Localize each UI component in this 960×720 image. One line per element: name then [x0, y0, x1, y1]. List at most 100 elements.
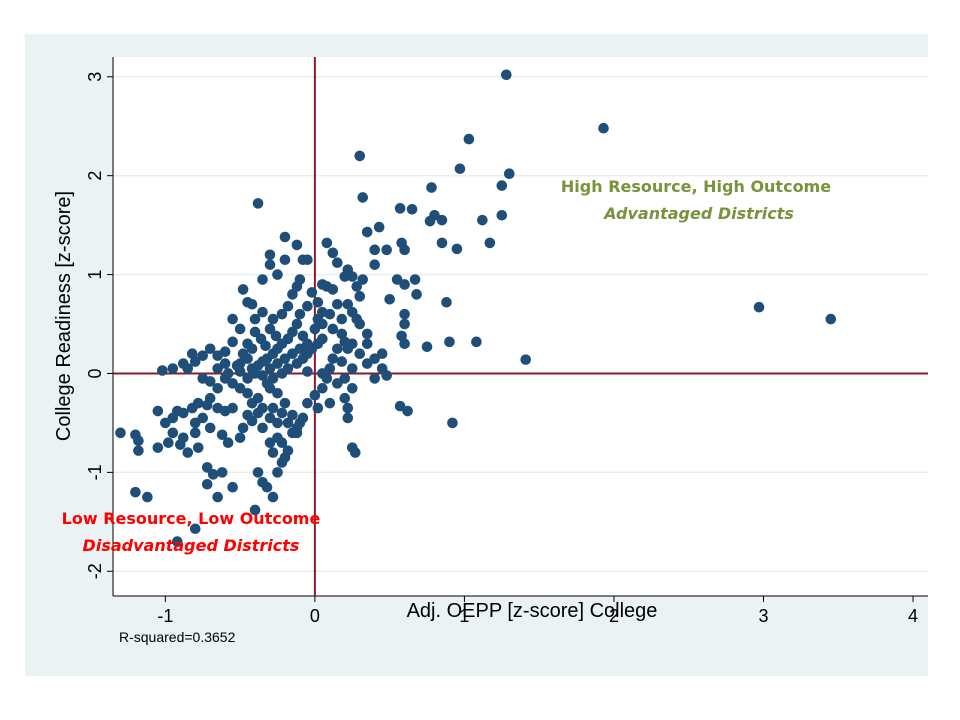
data-point — [291, 239, 303, 251]
data-point — [246, 343, 258, 355]
data-point — [204, 343, 216, 355]
data-point — [336, 313, 348, 325]
data-point — [332, 298, 343, 310]
data-point — [406, 204, 418, 215]
x-tick-label: 1 — [459, 606, 469, 626]
data-point — [399, 338, 410, 350]
data-point — [152, 442, 164, 453]
data-point — [267, 313, 279, 325]
data-point — [216, 429, 228, 441]
data-point — [272, 467, 283, 478]
data-point — [357, 274, 369, 285]
data-point — [287, 348, 298, 359]
data-point — [342, 298, 354, 310]
data-point — [212, 350, 223, 361]
data-point — [496, 209, 508, 221]
x-axis-title: Adj. OEPP [z-score] College — [407, 600, 658, 622]
data-point — [186, 402, 198, 414]
data-point — [484, 237, 496, 249]
data-point — [373, 221, 385, 233]
data-point — [264, 323, 276, 335]
data-point — [369, 353, 380, 364]
data-point — [282, 363, 294, 374]
data-point — [327, 353, 339, 364]
data-point — [276, 308, 288, 320]
data-point — [272, 269, 283, 280]
data-point — [231, 360, 243, 371]
data-point — [402, 405, 413, 417]
data-point — [317, 383, 328, 394]
data-point — [309, 389, 321, 401]
data-point — [411, 289, 422, 300]
data-point — [381, 244, 392, 256]
data-point — [426, 182, 437, 193]
data-point — [260, 340, 271, 352]
data-point — [267, 447, 279, 458]
data-point — [264, 437, 276, 449]
data-point — [294, 343, 306, 355]
data-point — [142, 491, 153, 503]
annotation-low-line1: Low Resource, Low Outcome — [62, 509, 321, 528]
data-point — [339, 392, 351, 404]
data-point — [354, 348, 366, 359]
data-point — [264, 363, 276, 374]
data-point — [306, 287, 318, 298]
data-point — [297, 330, 309, 342]
annotation-high-line1: High Resource, High Outcome — [561, 177, 831, 196]
data-point — [261, 481, 273, 493]
data-point — [212, 383, 223, 394]
data-point — [152, 405, 164, 417]
data-point — [394, 400, 406, 412]
graph-panel: -2 -1 0 1 2 3 -1 0 1 2 3 4 Adj. OEPP [z-score] Coll… — [25, 34, 928, 676]
data-point — [302, 300, 313, 312]
data-point — [249, 326, 261, 338]
r-squared-note: R-squared=0.3652 — [119, 629, 236, 645]
data-point — [312, 296, 324, 308]
data-point — [189, 417, 201, 429]
data-point — [463, 133, 475, 145]
data-point — [189, 523, 201, 535]
data-point — [436, 237, 448, 249]
data-point — [267, 402, 279, 414]
data-point — [349, 447, 361, 458]
data-point — [204, 422, 216, 434]
data-point — [339, 373, 351, 384]
data-point — [133, 445, 144, 456]
data-point — [167, 363, 179, 374]
data-point — [825, 313, 837, 325]
data-point — [189, 427, 201, 439]
data-point — [500, 69, 512, 81]
data-point — [477, 214, 488, 226]
data-point — [451, 243, 463, 255]
data-point — [302, 397, 313, 409]
data-point — [282, 300, 294, 312]
data-point — [309, 323, 321, 335]
data-point — [279, 231, 291, 243]
data-point — [222, 437, 234, 449]
data-point — [302, 366, 313, 377]
data-point — [317, 318, 328, 330]
data-point — [324, 397, 336, 409]
data-point — [249, 504, 261, 516]
data-point — [354, 291, 366, 302]
y-tick-label: 1 — [85, 270, 105, 280]
data-point — [163, 437, 174, 449]
data-point — [336, 356, 348, 367]
data-point — [276, 437, 288, 449]
data-point — [246, 298, 258, 310]
annotation-low-resource: Low Resource, Low Outcome Disadvantaged … — [62, 509, 321, 555]
data-point — [753, 301, 765, 313]
y-tick-label: -1 — [85, 464, 105, 480]
data-point — [115, 427, 126, 439]
data-point — [376, 348, 388, 359]
data-point — [409, 274, 421, 285]
data-point — [160, 417, 171, 429]
data-point — [361, 358, 373, 369]
x-tick-label: 0 — [310, 606, 320, 626]
data-point — [327, 247, 339, 259]
data-point — [257, 274, 268, 285]
data-point — [399, 244, 410, 256]
data-point — [227, 481, 238, 493]
data-point — [441, 296, 452, 308]
data-point — [204, 392, 216, 404]
